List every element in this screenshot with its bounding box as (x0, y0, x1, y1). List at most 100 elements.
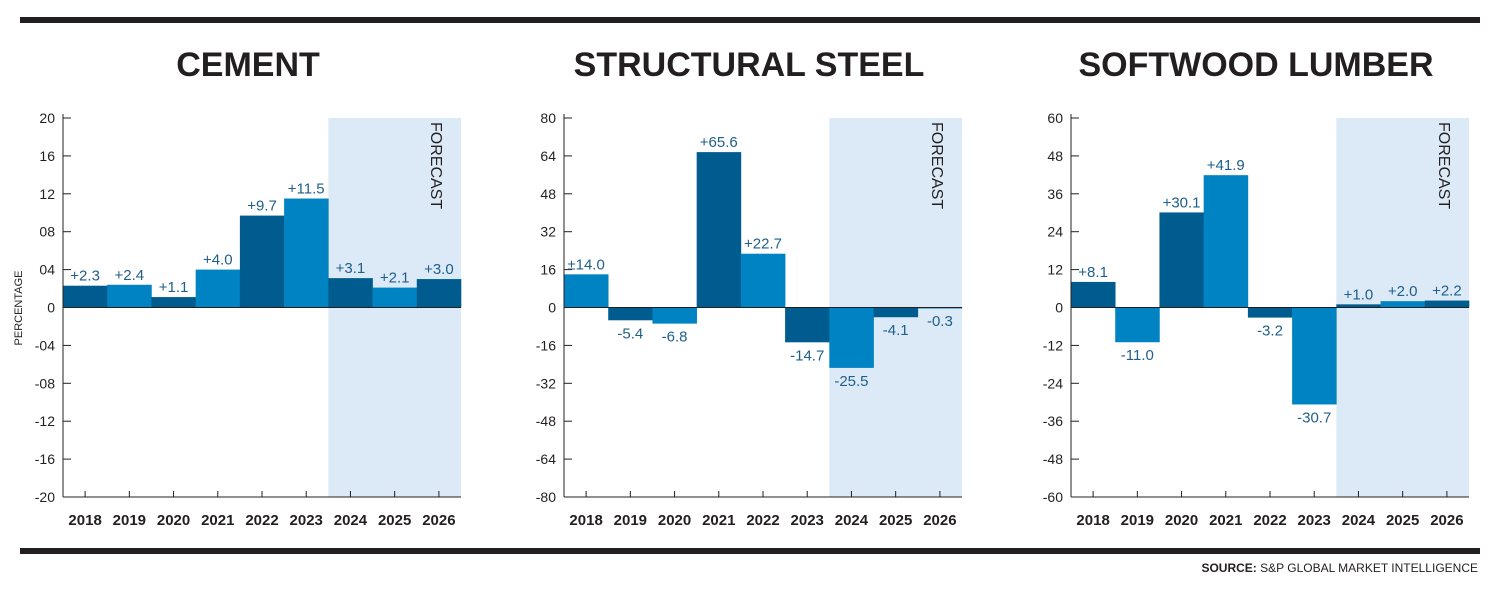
x-tick-label-2025: 2025 (879, 512, 912, 529)
y-tick-label: 20 (39, 110, 55, 126)
bar-2020 (151, 297, 196, 308)
data-label-2026: +2.2 (1432, 283, 1462, 300)
source-text: S&P GLOBAL MARKET INTELLIGENCE (1260, 561, 1478, 575)
bar-2020 (652, 307, 697, 324)
bar-2025 (1380, 301, 1426, 308)
y-tick-label: 08 (39, 224, 55, 240)
top-rule (20, 17, 1480, 23)
y-tick-label: 16 (39, 148, 55, 164)
y-tick-label: 0 (47, 300, 55, 316)
y-tick-label: 24 (1047, 224, 1063, 240)
bar-2023 (1292, 307, 1337, 405)
bar-2024 (1336, 304, 1381, 308)
y-tick-label: -48 (1043, 451, 1063, 467)
data-label-2020: -6.8 (662, 329, 688, 346)
x-tick-label-2021: 2021 (1209, 512, 1242, 529)
x-tick-label-2022: 2022 (245, 512, 278, 529)
bar-2025 (873, 307, 919, 318)
data-label-2021: +65.6 (700, 134, 738, 151)
chart-softwood-lumber: SOFTWOOD LUMBER 60 48 36 24 12 0 -12 -24 -36 -48 -6… (1043, 46, 1470, 529)
y-tick-label: 48 (1047, 148, 1063, 164)
bar-2021 (195, 269, 241, 308)
bar-2018 (63, 285, 108, 308)
chart-cement: CEMENT 20 16 12 08 04 0 -04 -08 -12 -16 -20 2018 2019… (13, 46, 462, 529)
bar-2018 (564, 274, 609, 308)
y-tick-label: -20 (35, 489, 55, 505)
chart-title: STRUCTURAL STEEL (574, 46, 925, 84)
bar-2019 (107, 284, 152, 308)
y-tick-label: -16 (536, 337, 556, 353)
data-label-2021: +41.9 (1207, 157, 1245, 174)
forecast-label: FORECAST (928, 122, 945, 209)
bar-2026 (416, 279, 462, 308)
x-tick-label-2025: 2025 (378, 512, 411, 529)
bar-2023 (284, 198, 329, 308)
source-label: SOURCE: (1201, 561, 1257, 575)
y-tick-label: 0 (548, 300, 556, 316)
data-label-2025: +2.1 (380, 270, 410, 287)
forecast-label: FORECAST (427, 122, 444, 209)
bar-2019 (1115, 307, 1160, 343)
bar-2022 (740, 253, 786, 308)
x-tick-label-2020: 2020 (1165, 512, 1198, 529)
data-label-2023: +11.5 (288, 181, 325, 198)
x-tick-label-2020: 2020 (157, 512, 190, 529)
data-label-2018: +2.3 (70, 268, 100, 285)
y-tick-label: -64 (536, 451, 556, 467)
data-label-2025: -4.1 (883, 322, 909, 339)
chart-title: CEMENT (176, 46, 320, 84)
data-label-2021: +4.0 (203, 252, 233, 269)
x-tick-label-2026: 2026 (923, 512, 956, 529)
y-tick-label: 04 (39, 262, 55, 278)
y-tick-label: 64 (540, 148, 556, 164)
bar-2021 (696, 152, 742, 308)
y-tick-label: 36 (1047, 186, 1063, 202)
bar-2025 (372, 287, 418, 308)
bar-2022 (1247, 307, 1293, 318)
x-tick-label-2026: 2026 (422, 512, 455, 529)
x-tick-label-2018: 2018 (569, 512, 602, 529)
charts-svg: CEMENT 20 16 12 08 04 0 -04 -08 -12 -16 -20 2018 2019… (13, 46, 1470, 529)
x-tick-label-2020: 2020 (658, 512, 691, 529)
y-tick-label: -24 (1043, 375, 1063, 391)
y-tick-label: -48 (536, 413, 556, 429)
x-tick-label-2019: 2019 (113, 512, 146, 529)
y-tick-label: -36 (1043, 413, 1063, 429)
data-label-2025: +2.0 (1388, 283, 1418, 300)
bottom-rule (20, 548, 1480, 554)
x-tick-label-2026: 2026 (1430, 512, 1463, 529)
x-tick-label-2022: 2022 (746, 512, 779, 529)
source-note: SOURCE: S&P GLOBAL MARKET INTELLIGENCE (1201, 561, 1478, 575)
y-axis-title: PERCENTAGE (13, 271, 25, 346)
x-tick-label-2019: 2019 (614, 512, 647, 529)
x-tick-label-2023: 2023 (290, 512, 323, 529)
bar-2021 (1203, 175, 1249, 308)
y-tick-label: -16 (35, 451, 55, 467)
data-label-2024: +3.1 (336, 260, 366, 277)
y-tick-label: 12 (39, 186, 55, 202)
y-tick-label: 16 (540, 262, 556, 278)
data-label-2019: -11.0 (1121, 347, 1154, 364)
x-tick-label-2019: 2019 (1121, 512, 1154, 529)
x-tick-label-2021: 2021 (201, 512, 234, 529)
y-tick-label: -12 (1043, 337, 1063, 353)
y-tick-label: 32 (540, 224, 556, 240)
y-tick-label: -32 (536, 375, 556, 391)
y-tick-label: 12 (1047, 262, 1063, 278)
bar-2022 (239, 215, 285, 308)
data-label-2020: +1.1 (159, 279, 189, 296)
x-tick-label-2024: 2024 (334, 512, 368, 529)
y-tick-label: -80 (536, 489, 556, 505)
y-tick-label: 80 (540, 110, 556, 126)
bar-2018 (1071, 281, 1116, 308)
data-label-2022: +9.7 (247, 198, 277, 215)
x-tick-label-2025: 2025 (1386, 512, 1419, 529)
bar-2020 (1159, 212, 1204, 308)
data-label-2019: +2.4 (115, 267, 145, 284)
data-label-2022: +22.7 (744, 236, 782, 253)
bar-2026 (1424, 300, 1470, 308)
data-label-2022: -3.2 (1257, 323, 1283, 340)
data-label-2020: +30.1 (1163, 194, 1201, 211)
y-tick-label: -08 (35, 375, 55, 391)
x-tick-label-2022: 2022 (1253, 512, 1286, 529)
